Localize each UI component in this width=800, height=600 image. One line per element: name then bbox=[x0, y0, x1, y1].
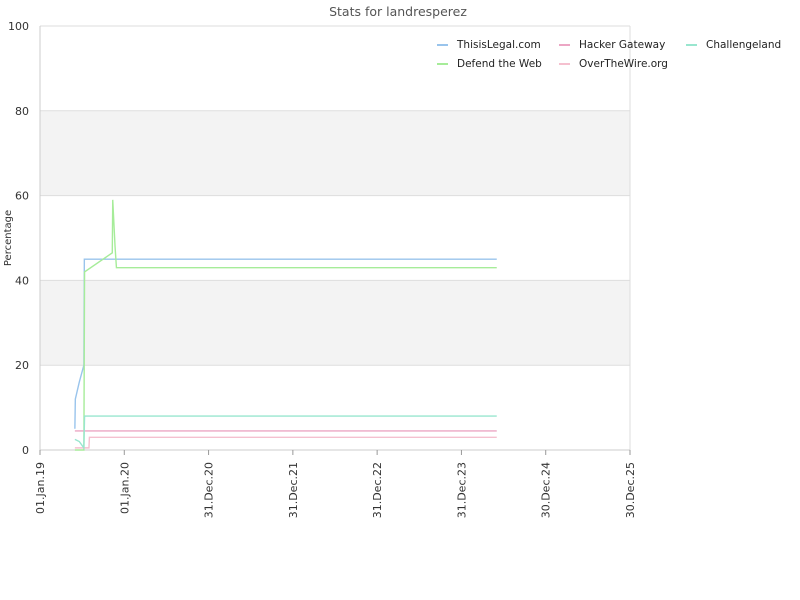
axes: 0 20 40 60 80 100 01.Jan.19 01.Jan.20 31.Dec.20 3… bbox=[8, 20, 637, 518]
x-tick-label: 01.Jan.19 bbox=[34, 462, 47, 514]
x-tick-label: 30.Dec.25 bbox=[624, 462, 637, 518]
y-axis-label: Percentage bbox=[3, 210, 14, 266]
y-tick-label: 20 bbox=[15, 359, 29, 372]
x-tick-label: 31.Dec.21 bbox=[287, 462, 300, 518]
legend-label: Hacker Gateway bbox=[579, 39, 665, 51]
plot-band bbox=[40, 110, 630, 196]
plot-bands bbox=[40, 110, 630, 366]
legend: ThisisLegal.com Hacker Gateway Challengela… bbox=[437, 39, 781, 70]
x-tick-label: 01.Jan.20 bbox=[118, 462, 131, 514]
y-tick-label: 0 bbox=[22, 444, 29, 457]
legend-label: OverTheWire.org bbox=[579, 58, 668, 70]
grid-lines bbox=[40, 25, 630, 451]
series-line bbox=[74, 258, 497, 429]
legend-label: Challengeland bbox=[706, 39, 781, 51]
chart-title: Stats for landresperez bbox=[329, 4, 467, 19]
x-tick-label: 31.Dec.22 bbox=[371, 462, 384, 518]
y-tick-label: 100 bbox=[8, 20, 29, 33]
y-tick-label: 80 bbox=[15, 105, 29, 118]
x-tick-label: 31.Dec.23 bbox=[455, 462, 468, 518]
series-lines bbox=[74, 199, 497, 451]
legend-label: ThisisLegal.com bbox=[456, 39, 541, 51]
x-tick-label: 30.Dec.24 bbox=[540, 462, 553, 518]
x-tick-label: 31.Dec.20 bbox=[203, 462, 216, 518]
y-tick-label: 40 bbox=[15, 274, 29, 287]
legend-label: Defend the Web bbox=[457, 58, 542, 70]
y-tick-label: 60 bbox=[15, 190, 29, 203]
series-line bbox=[74, 415, 497, 450]
series-line bbox=[74, 436, 497, 449]
plot-band bbox=[40, 280, 630, 366]
